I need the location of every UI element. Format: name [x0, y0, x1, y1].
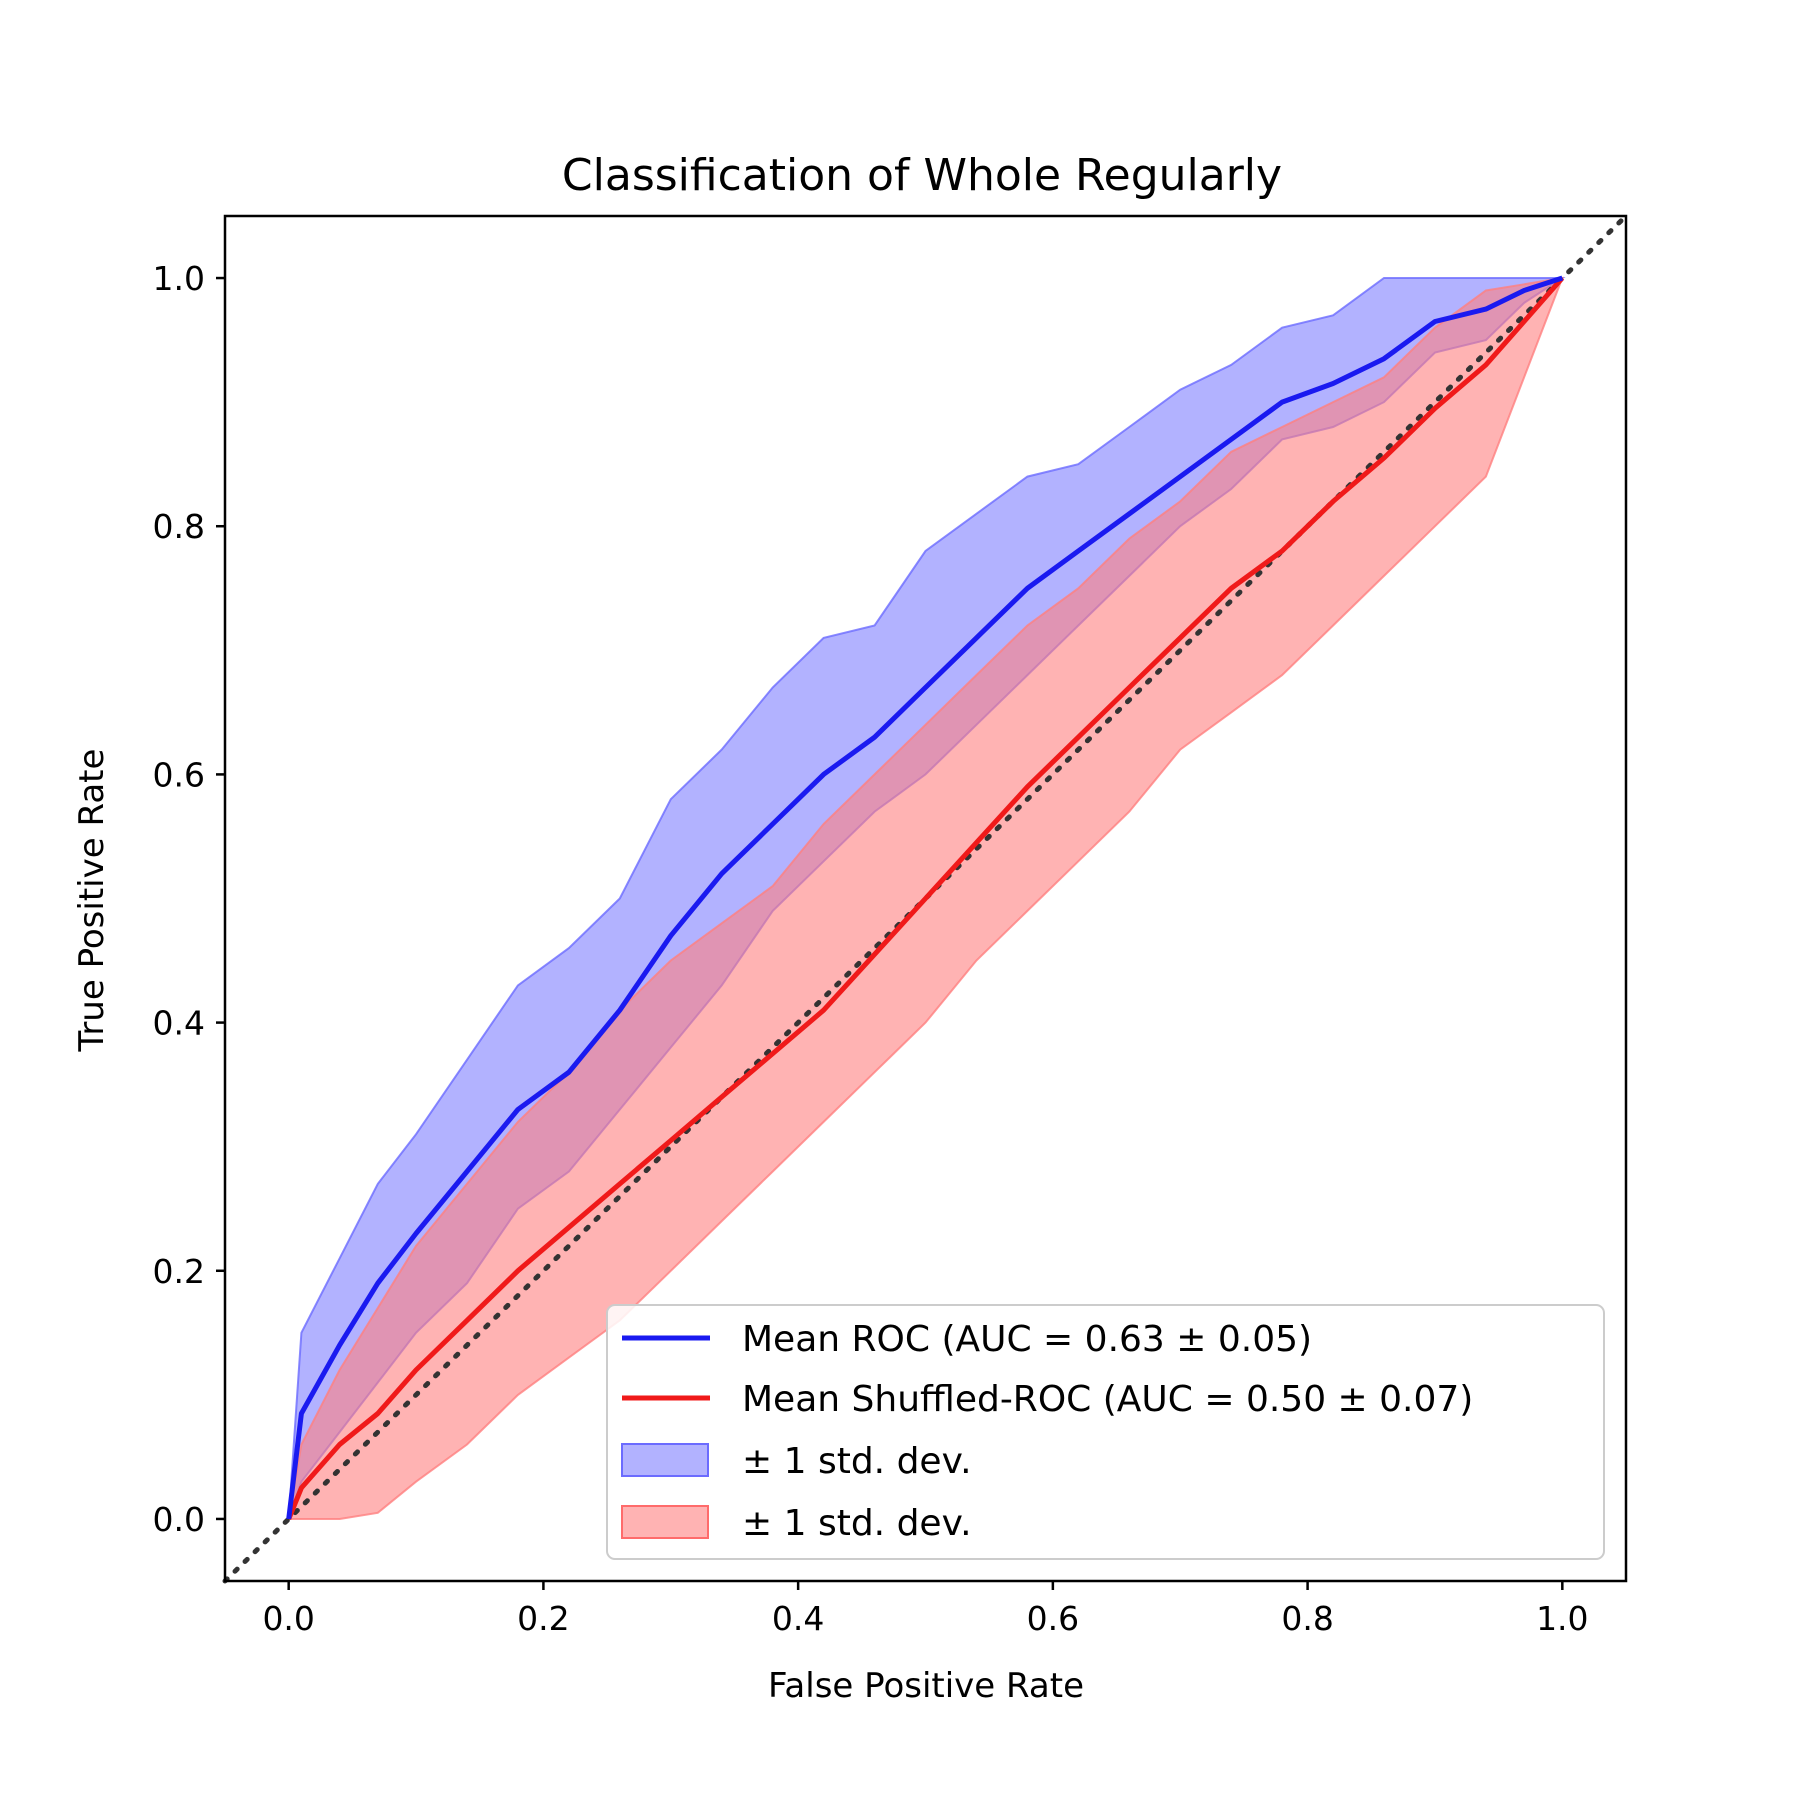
- legend: Mean ROC (AUC = 0.63 ± 0.05) Mean Shuffl…: [606, 1304, 1605, 1560]
- y-axis: 0.0 0.2 0.4 0.6 0.8 1.0: [153, 259, 225, 1539]
- x-tick-label: 1.0: [1536, 1599, 1588, 1638]
- x-tick-label: 0.0: [262, 1599, 314, 1638]
- legend-swatch-red-band: [621, 1505, 709, 1539]
- x-tick-label: 0.2: [517, 1599, 569, 1638]
- y-tick-label: 0.0: [153, 1500, 205, 1539]
- plot-frame: [223, 214, 1628, 1583]
- legend-label-mean-shuffled-roc: Mean Shuffled-ROC (AUC = 0.50 ± 0.07): [742, 1379, 1473, 1420]
- x-axis-label: False Positive Rate: [768, 1666, 1084, 1706]
- legend-swatch-blue-band: [621, 1443, 709, 1477]
- legend-label-mean-roc: Mean ROC (AUC = 0.63 ± 0.05): [742, 1319, 1312, 1360]
- x-tick-label: 0.4: [772, 1599, 824, 1638]
- y-tick-label: 0.2: [153, 1252, 205, 1291]
- mean-shuffled-roc-line: [286, 276, 1565, 1520]
- x-axis: 0.0 0.2 0.4 0.6 0.8 1.0: [262, 1581, 1589, 1638]
- chart-title: Classification of Whole Regularly: [562, 150, 1282, 201]
- x-tick-label: 0.6: [1027, 1599, 1079, 1638]
- y-tick-label: 0.6: [153, 755, 205, 794]
- y-tick-label: 1.0: [153, 259, 205, 298]
- y-tick-label: 0.8: [153, 507, 205, 546]
- y-tick-label: 0.4: [153, 1004, 205, 1043]
- legend-label-red-band: ± 1 std. dev.: [742, 1503, 972, 1544]
- legend-frame: [606, 1304, 1605, 1560]
- legend-label-blue-band: ± 1 std. dev.: [742, 1441, 972, 1482]
- mean-roc-line: [286, 275, 1564, 1520]
- plot-area: [222, 213, 1629, 1584]
- x-tick-label: 0.8: [1281, 1599, 1333, 1638]
- y-axis-label: True Positive Rate: [72, 749, 112, 1053]
